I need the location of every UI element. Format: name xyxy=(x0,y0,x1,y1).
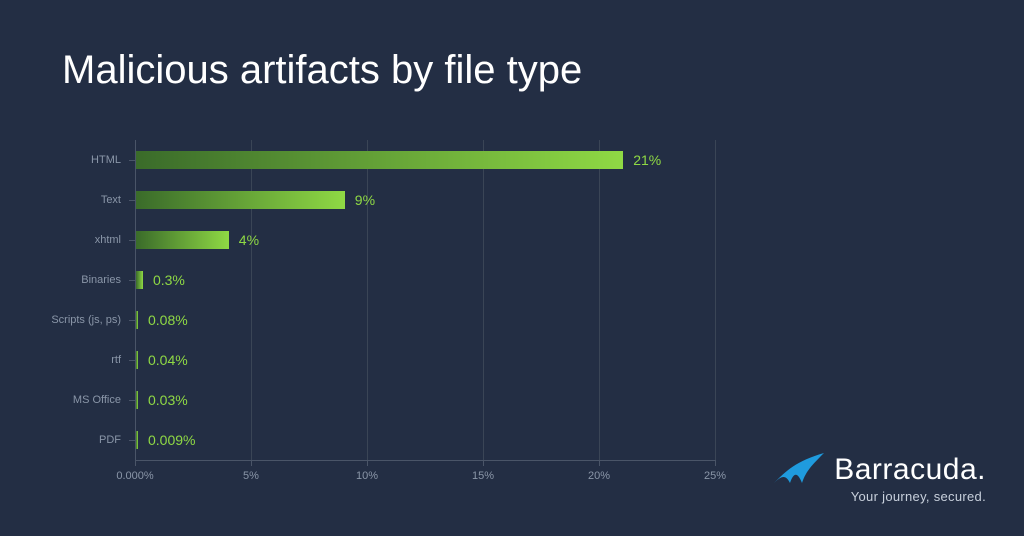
bar xyxy=(136,151,623,169)
y-tick xyxy=(129,200,135,201)
brand-tagline: Your journey, secured. xyxy=(772,489,986,504)
bar xyxy=(136,191,345,209)
x-tick-label: 5% xyxy=(243,470,259,482)
brand-block: Barracuda. Your journey, secured. xyxy=(772,451,986,504)
page-title: Malicious artifacts by file type xyxy=(62,48,582,93)
x-tick xyxy=(135,460,136,466)
x-tick xyxy=(367,460,368,466)
x-tick-label: 20% xyxy=(588,470,610,482)
y-tick xyxy=(129,360,135,361)
barracuda-logo-icon xyxy=(772,451,826,485)
bar-chart: 0.000%5%10%15%20%25%HTML21%Text9%xhtml4%… xyxy=(135,140,715,460)
bar-value-label: 0.009% xyxy=(148,432,195,448)
bar-value-label: 0.03% xyxy=(148,392,188,408)
bar-value-label: 0.08% xyxy=(148,312,188,328)
bar xyxy=(136,391,138,409)
y-tick xyxy=(129,320,135,321)
y-tick xyxy=(129,280,135,281)
x-tick-label: 15% xyxy=(472,470,494,482)
gridline xyxy=(367,140,368,460)
bar xyxy=(136,231,229,249)
chart-canvas: Malicious artifacts by file type 0.000%5… xyxy=(0,0,1024,536)
brand-name: Barracuda. xyxy=(834,455,986,485)
x-tick-label: 10% xyxy=(356,470,378,482)
x-tick xyxy=(251,460,252,466)
bar xyxy=(136,271,143,289)
gridline xyxy=(483,140,484,460)
gridline xyxy=(251,140,252,460)
y-tick xyxy=(129,440,135,441)
bar xyxy=(136,431,138,449)
y-tick xyxy=(129,160,135,161)
bar xyxy=(136,311,138,329)
bar-value-label: 21% xyxy=(633,152,661,168)
x-tick-label: 25% xyxy=(704,470,726,482)
y-tick xyxy=(129,400,135,401)
x-tick xyxy=(715,460,716,466)
x-tick xyxy=(483,460,484,466)
bar-value-label: 0.04% xyxy=(148,352,188,368)
y-tick-label: Binaries xyxy=(81,274,121,286)
y-tick-label: PDF xyxy=(99,434,121,446)
y-tick-label: rtf xyxy=(111,354,121,366)
bar xyxy=(136,351,138,369)
bar-value-label: 4% xyxy=(239,232,259,248)
bar-value-label: 9% xyxy=(355,192,375,208)
gridline xyxy=(715,140,716,460)
y-tick-label: Scripts (js, ps) xyxy=(51,314,121,326)
x-tick xyxy=(599,460,600,466)
bar-value-label: 0.3% xyxy=(153,272,185,288)
y-tick-label: Text xyxy=(101,194,121,206)
y-tick-label: xhtml xyxy=(95,234,121,246)
y-axis xyxy=(135,140,136,460)
y-tick xyxy=(129,240,135,241)
x-tick-label: 0.000% xyxy=(116,470,153,482)
gridline xyxy=(599,140,600,460)
x-axis xyxy=(135,460,715,461)
y-tick-label: HTML xyxy=(91,154,121,166)
y-tick-label: MS Office xyxy=(73,394,121,406)
